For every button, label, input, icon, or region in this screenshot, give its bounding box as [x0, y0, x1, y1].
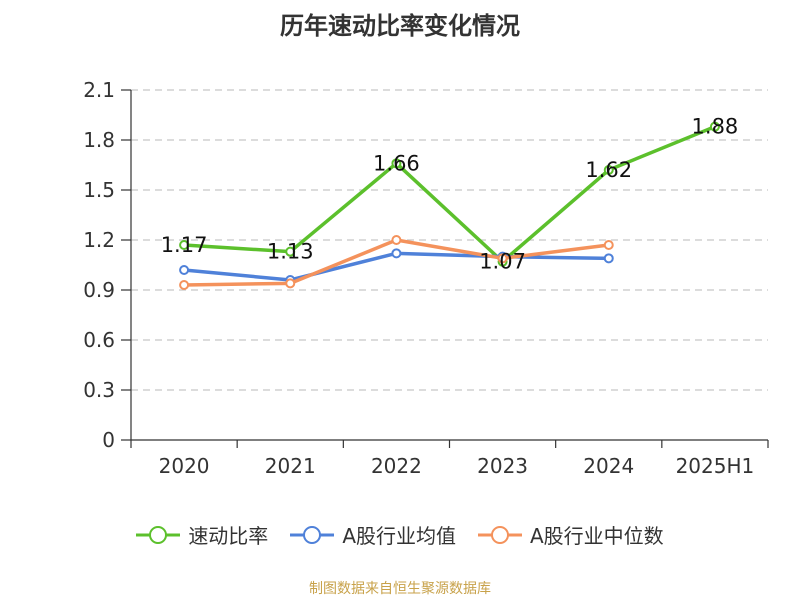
- legend-marker-quick-ratio: [149, 525, 168, 544]
- series-point: [179, 265, 190, 275]
- legend-swatch-industry-mean: [290, 525, 335, 544]
- y-tick-label: 2.1: [83, 78, 115, 102]
- y-tick-label: 0.6: [83, 328, 115, 352]
- legend-item-industry-mean[interactable]: A股行业均值: [290, 520, 456, 549]
- series-point: [497, 253, 508, 264]
- x-tick-label: 2022: [371, 454, 422, 478]
- legend-item-industry-median[interactable]: A股行业中位数: [478, 520, 664, 549]
- y-tick-label: 0.9: [83, 278, 115, 302]
- data-label: 1.66: [373, 151, 420, 175]
- legend: 速动比率 A股行业均值 A股行业中位数: [0, 520, 800, 549]
- data-label-layer: 1.17 1.13 1.66 1.07 1.62 1.88: [161, 115, 739, 274]
- data-label: 1.13: [267, 240, 314, 264]
- y-tick-label: 1.5: [83, 178, 115, 202]
- legend-swatch-quick-ratio: [136, 525, 181, 544]
- x-tick-label: 2025H1: [676, 454, 755, 478]
- legend-marker-industry-median: [491, 525, 509, 544]
- series-point: [391, 235, 402, 245]
- legend-marker-industry-mean: [303, 525, 322, 544]
- series-line: [183, 125, 716, 264]
- x-tick-label: 2021: [265, 454, 316, 478]
- series-point: [603, 253, 614, 264]
- chart-title: 历年速动比率变化情况: [280, 12, 520, 40]
- x-tick-label: 2020: [159, 454, 210, 478]
- legend-label-industry-mean: A股行业均值: [342, 524, 456, 548]
- data-label: 1.07: [479, 250, 526, 274]
- series-point: [391, 248, 402, 259]
- series-point: [285, 278, 296, 289]
- y-tick-label: 0.3: [83, 378, 115, 402]
- x-tick-label: 2023: [477, 454, 528, 478]
- series-point: [603, 240, 614, 250]
- axis-layer: 0 0.3 0.6 0.9 1.2 1.5 1.8 2.1 2020 2021 2022 2023 20…: [83, 78, 769, 478]
- series-point: [391, 158, 402, 169]
- data-label: 1.62: [585, 158, 632, 182]
- grid-layer: [131, 89, 768, 391]
- series-line: [184, 238, 609, 287]
- legend-label-industry-median: A股行业中位数: [530, 524, 664, 548]
- legend-swatch-industry-median: [478, 525, 522, 544]
- y-tick-label: 1.8: [83, 128, 115, 152]
- data-label: 1.88: [692, 115, 739, 139]
- series-point: [709, 121, 720, 132]
- x-tick-label: 2024: [583, 454, 634, 478]
- series-point: [179, 280, 190, 290]
- legend-label-quick-ratio: 速动比率: [188, 524, 269, 548]
- series-point: [603, 165, 614, 175]
- series-point: [179, 240, 190, 250]
- y-tick-label: 0: [102, 428, 115, 452]
- y-tick-label: 1.2: [83, 228, 115, 252]
- data-label: 1.17: [161, 233, 208, 257]
- series-point: [285, 246, 296, 257]
- series-layer: [179, 121, 720, 290]
- legend-item-quick-ratio[interactable]: 速动比率: [136, 520, 268, 549]
- source-note: 制图数据来自恒生聚源数据库: [309, 581, 491, 597]
